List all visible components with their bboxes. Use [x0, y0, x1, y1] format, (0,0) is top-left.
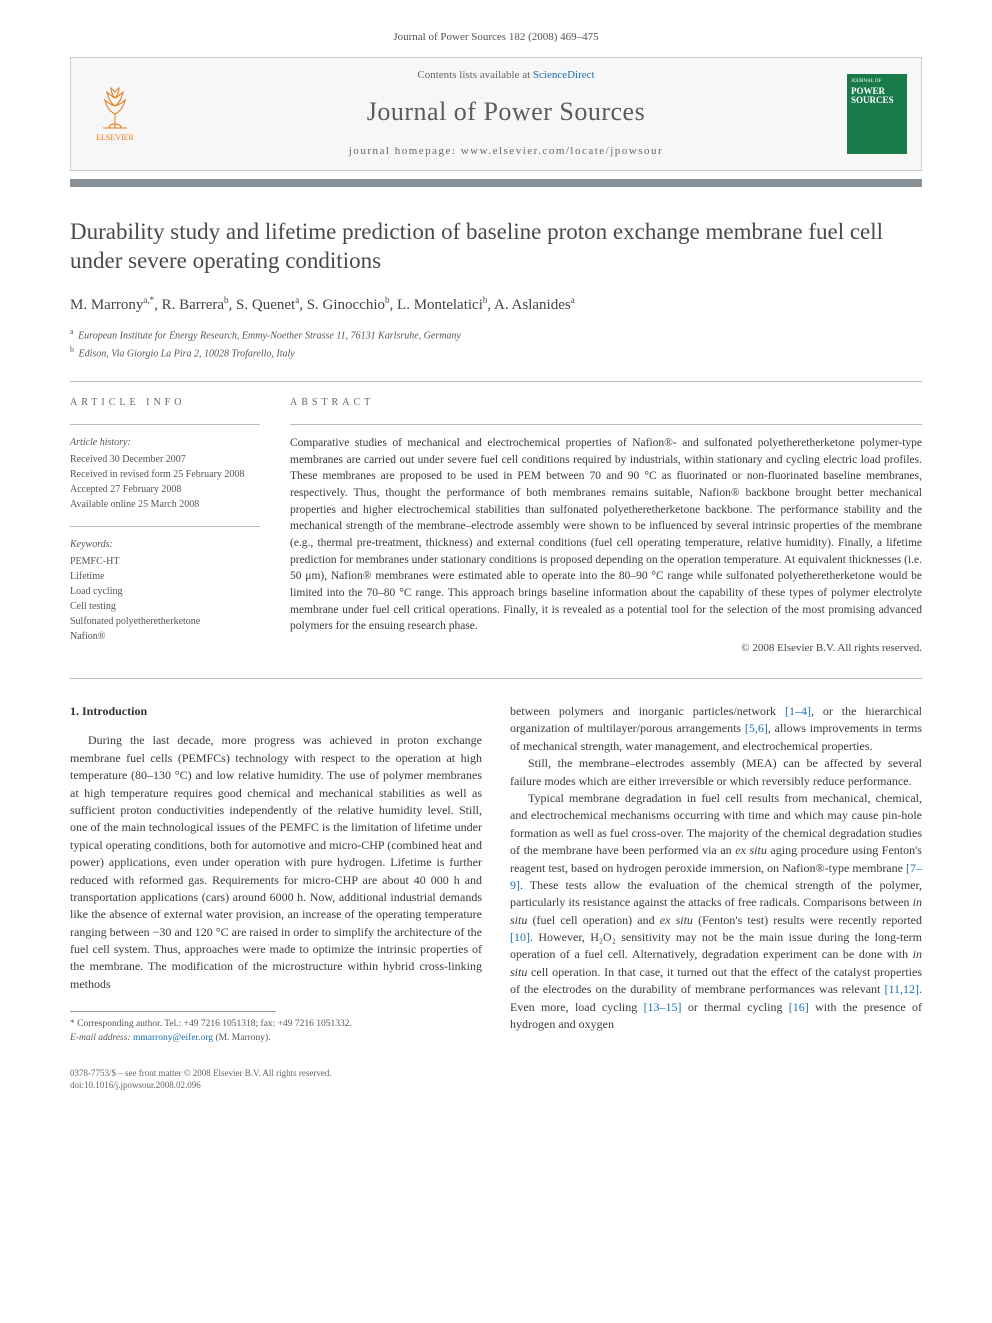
history-line: Received 30 December 2007 — [70, 452, 260, 467]
journal-homepage: journal homepage: www.elsevier.com/locat… — [165, 144, 847, 159]
info-abstract-row: ARTICLE INFO Article history: Received 3… — [70, 396, 922, 658]
journal-header: ELSEVIER Contents lists available at Sci… — [70, 57, 922, 170]
keywords-label: Keywords: — [70, 537, 260, 552]
intro-paragraph-left: During the last decade, more progress wa… — [70, 732, 482, 993]
abstract-text: Comparative studies of mechanical and el… — [290, 435, 922, 635]
article-info-column: ARTICLE INFO Article history: Received 3… — [70, 396, 260, 658]
publisher-name: ELSEVIER — [96, 132, 134, 143]
header-center: Contents lists available at ScienceDirec… — [165, 68, 847, 159]
section-1-heading: 1. Introduction — [70, 703, 482, 720]
contents-available: Contents lists available at ScienceDirec… — [165, 68, 847, 83]
info-divider-2 — [70, 526, 260, 527]
article-info-heading: ARTICLE INFO — [70, 396, 260, 410]
cover-top-text: JOURNAL OF — [851, 78, 903, 85]
history-line: Available online 25 March 2008 — [70, 497, 260, 512]
abstract-divider — [290, 424, 922, 425]
abstract-column: ABSTRACT Comparative studies of mechanic… — [290, 396, 922, 658]
intro-paragraph-r3: Typical membrane degradation in fuel cel… — [510, 790, 922, 1033]
accent-bar — [70, 179, 922, 187]
abstract-heading: ABSTRACT — [290, 396, 922, 410]
abstract-copyright: © 2008 Elsevier B.V. All rights reserved… — [290, 641, 922, 656]
divider-bottom — [70, 678, 922, 679]
email-tail: (M. Marrony). — [213, 1033, 271, 1043]
publisher-logo: ELSEVIER — [85, 79, 145, 149]
intro-paragraph-r1: between polymers and inorganic particles… — [510, 703, 922, 755]
email-line: E-mail address: mmarrony@eifer.org (M. M… — [70, 1032, 482, 1045]
ref-link-11-12[interactable]: [11,12] — [884, 982, 919, 996]
homepage-url: www.elsevier.com/locate/jpowsour — [461, 145, 663, 157]
ref-link-16[interactable]: [16] — [789, 1000, 809, 1014]
journal-reference: Journal of Power Sources 182 (2008) 469–… — [70, 30, 922, 45]
keywords-block: Keywords: PEMFC-HTLifetimeLoad cyclingCe… — [70, 537, 260, 644]
keyword-line: Load cycling — [70, 584, 260, 599]
info-divider-1 — [70, 424, 260, 425]
article-title: Durability study and lifetime prediction… — [70, 217, 922, 277]
keyword-line: Nafion® — [70, 629, 260, 644]
ref-link-1-4[interactable]: [1–4] — [785, 704, 811, 718]
homepage-label: journal homepage: — [349, 145, 461, 157]
divider-top — [70, 381, 922, 382]
cover-thumbnail: JOURNAL OF POWER SOURCES — [847, 74, 907, 154]
body-column-right: between polymers and inorganic particles… — [510, 703, 922, 1045]
footnote-separator — [70, 1011, 276, 1012]
footer: 0378-7753/$ – see front matter © 2008 El… — [70, 1067, 922, 1092]
ref-link-5-6[interactable]: [5,6] — [745, 721, 768, 735]
corresponding-author: * Corresponding author. Tel.: +49 7216 1… — [70, 1018, 482, 1031]
intro-paragraph-r2: Still, the membrane–electrodes assembly … — [510, 755, 922, 790]
affiliations: a European Institute for Energy Research… — [70, 326, 922, 361]
affiliation-line: b Edison, Via Giorgio La Pira 2, 10028 T… — [70, 344, 922, 361]
authors-line: M. Marronya,*, R. Barrerab, S. Queneta, … — [70, 294, 922, 316]
keyword-line: PEMFC-HT — [70, 554, 260, 569]
email-label: E-mail address: — [70, 1033, 133, 1043]
body-columns: 1. Introduction During the last decade, … — [70, 703, 922, 1045]
author-email-link[interactable]: mmarrony@eifer.org — [133, 1033, 213, 1043]
keyword-line: Cell testing — [70, 599, 260, 614]
article-history: Article history: Received 30 December 20… — [70, 435, 260, 512]
footnotes: * Corresponding author. Tel.: +49 7216 1… — [70, 1018, 482, 1045]
history-line: Accepted 27 February 2008 — [70, 482, 260, 497]
history-line: Received in revised form 25 February 200… — [70, 467, 260, 482]
keyword-line: Sulfonated polyetheretherketone — [70, 614, 260, 629]
affiliation-line: a European Institute for Energy Research… — [70, 326, 922, 343]
keyword-line: Lifetime — [70, 569, 260, 584]
ref-link-10[interactable]: [10] — [510, 930, 530, 944]
contents-prefix: Contents lists available at — [417, 69, 532, 81]
body-column-left: 1. Introduction During the last decade, … — [70, 703, 482, 1045]
doi-line: doi:10.1016/j.jpowsour.2008.02.096 — [70, 1079, 922, 1092]
issn-line: 0378-7753/$ – see front matter © 2008 El… — [70, 1067, 922, 1080]
tree-icon — [95, 84, 135, 130]
cover-title-text: POWER SOURCES — [851, 87, 903, 105]
journal-title: Journal of Power Sources — [165, 94, 847, 130]
sciencedirect-link[interactable]: ScienceDirect — [533, 69, 595, 81]
ref-link-13-15[interactable]: [13–15] — [644, 1000, 682, 1014]
history-label: Article history: — [70, 435, 260, 450]
